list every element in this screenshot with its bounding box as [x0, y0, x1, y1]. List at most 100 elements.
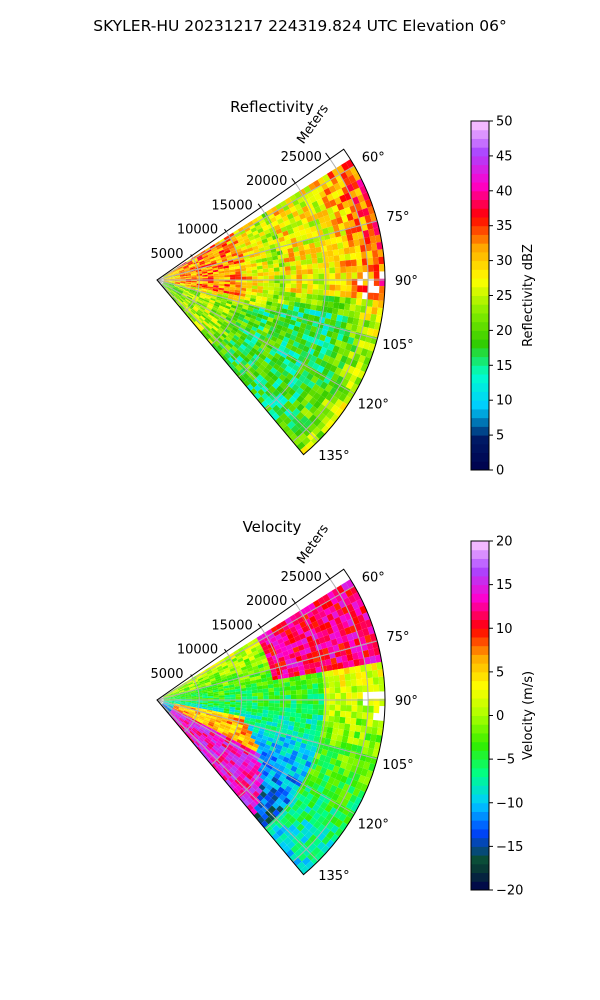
radar-cell [252, 650, 259, 656]
radar-cell [256, 660, 263, 666]
radar-cell [306, 335, 314, 343]
radar-cell [250, 714, 257, 719]
radar-cell [166, 287, 172, 292]
radar-cell [202, 693, 208, 696]
radar-cell [233, 714, 240, 719]
range-tick-mark [291, 598, 296, 604]
radar-cell [246, 309, 253, 315]
radar-cell [185, 705, 191, 708]
radar-cell [317, 714, 324, 721]
radar-cell [262, 268, 269, 273]
radar-cell [322, 227, 329, 235]
radar-cell [296, 628, 305, 636]
radar-cell [252, 743, 260, 749]
radar-cell [313, 829, 322, 838]
radar-cell [308, 825, 318, 835]
radar-cell [279, 707, 286, 712]
radar-cell [207, 722, 214, 727]
radar-cell [274, 695, 280, 700]
radar-cell [223, 710, 230, 714]
radar-cell [319, 754, 327, 762]
radar-cell [234, 332, 242, 338]
radar-cell [228, 264, 235, 268]
radar-cell [249, 659, 257, 665]
radar-cell [217, 711, 224, 715]
radar-cell [284, 681, 291, 687]
radar-cell [312, 769, 320, 778]
radar-cell [287, 380, 295, 389]
radar-cell [290, 424, 300, 434]
radar-cell [180, 716, 186, 721]
radar-cell [329, 815, 339, 825]
radar-cell [283, 384, 292, 393]
radar-cell [259, 763, 267, 771]
radar-cell [224, 281, 231, 285]
radar-cell [258, 638, 266, 645]
radar-cell [343, 177, 352, 186]
radar-cell [259, 370, 267, 379]
radar-cell [218, 285, 225, 289]
radar-cell [309, 225, 317, 233]
radar-cell [289, 292, 296, 298]
radar-cell [233, 662, 240, 668]
radar-cell [199, 714, 206, 718]
radar-cell [312, 391, 321, 401]
radar-cell [176, 292, 182, 297]
radar-cell [190, 270, 197, 274]
radar-cell [223, 290, 230, 294]
radar-cell [287, 323, 295, 331]
radar-cell [352, 787, 361, 797]
radar-cell [286, 328, 294, 335]
radar-cell [272, 255, 279, 261]
radar-cell [202, 278, 209, 280]
colorbar-band [471, 794, 489, 804]
radar-cell [229, 286, 236, 290]
radar-cell [344, 297, 351, 305]
radar-cell [309, 367, 317, 376]
radar-cell [237, 757, 244, 764]
radar-cell [295, 779, 303, 788]
radar-cell [250, 734, 257, 740]
radar-cell [373, 647, 381, 656]
radar-cell [163, 277, 170, 279]
radar-cell [340, 272, 347, 279]
radar-cell [272, 381, 280, 390]
radar-cell [323, 187, 332, 196]
radar-cell [212, 249, 219, 255]
radar-cell [282, 377, 291, 385]
radar-cell [313, 409, 322, 418]
radar-cell [256, 733, 264, 739]
radar-cell [278, 222, 286, 229]
radar-cell [168, 274, 175, 277]
colorbar-band [471, 628, 489, 638]
radar-cell [289, 739, 297, 746]
radar-cell [237, 657, 244, 663]
radar-cell [342, 349, 351, 358]
radar-cell [256, 240, 263, 246]
radar-cell [252, 370, 260, 378]
radar-cell [300, 679, 307, 686]
radar-cell [357, 759, 366, 769]
radar-cell [243, 719, 250, 724]
radar-cell [217, 307, 224, 312]
radar-cell [318, 273, 325, 280]
radar-cell [166, 288, 171, 293]
radar-cell [296, 831, 305, 841]
radar-cell [284, 707, 291, 713]
radar-cell [292, 246, 300, 253]
radar-cell [226, 350, 233, 357]
radar-cell [249, 239, 257, 245]
radar-cell [329, 273, 336, 280]
radar-cell [296, 689, 302, 695]
radar-cell [284, 261, 291, 267]
radar-cell [339, 680, 346, 688]
radar-cell [222, 714, 229, 719]
radar-cell [287, 832, 297, 841]
radar-cell [216, 740, 223, 746]
radar-cell [288, 824, 297, 833]
radar-cell [299, 200, 307, 209]
radar-cell [250, 259, 257, 265]
radar-cell [230, 329, 237, 335]
radar-cell [330, 237, 338, 245]
